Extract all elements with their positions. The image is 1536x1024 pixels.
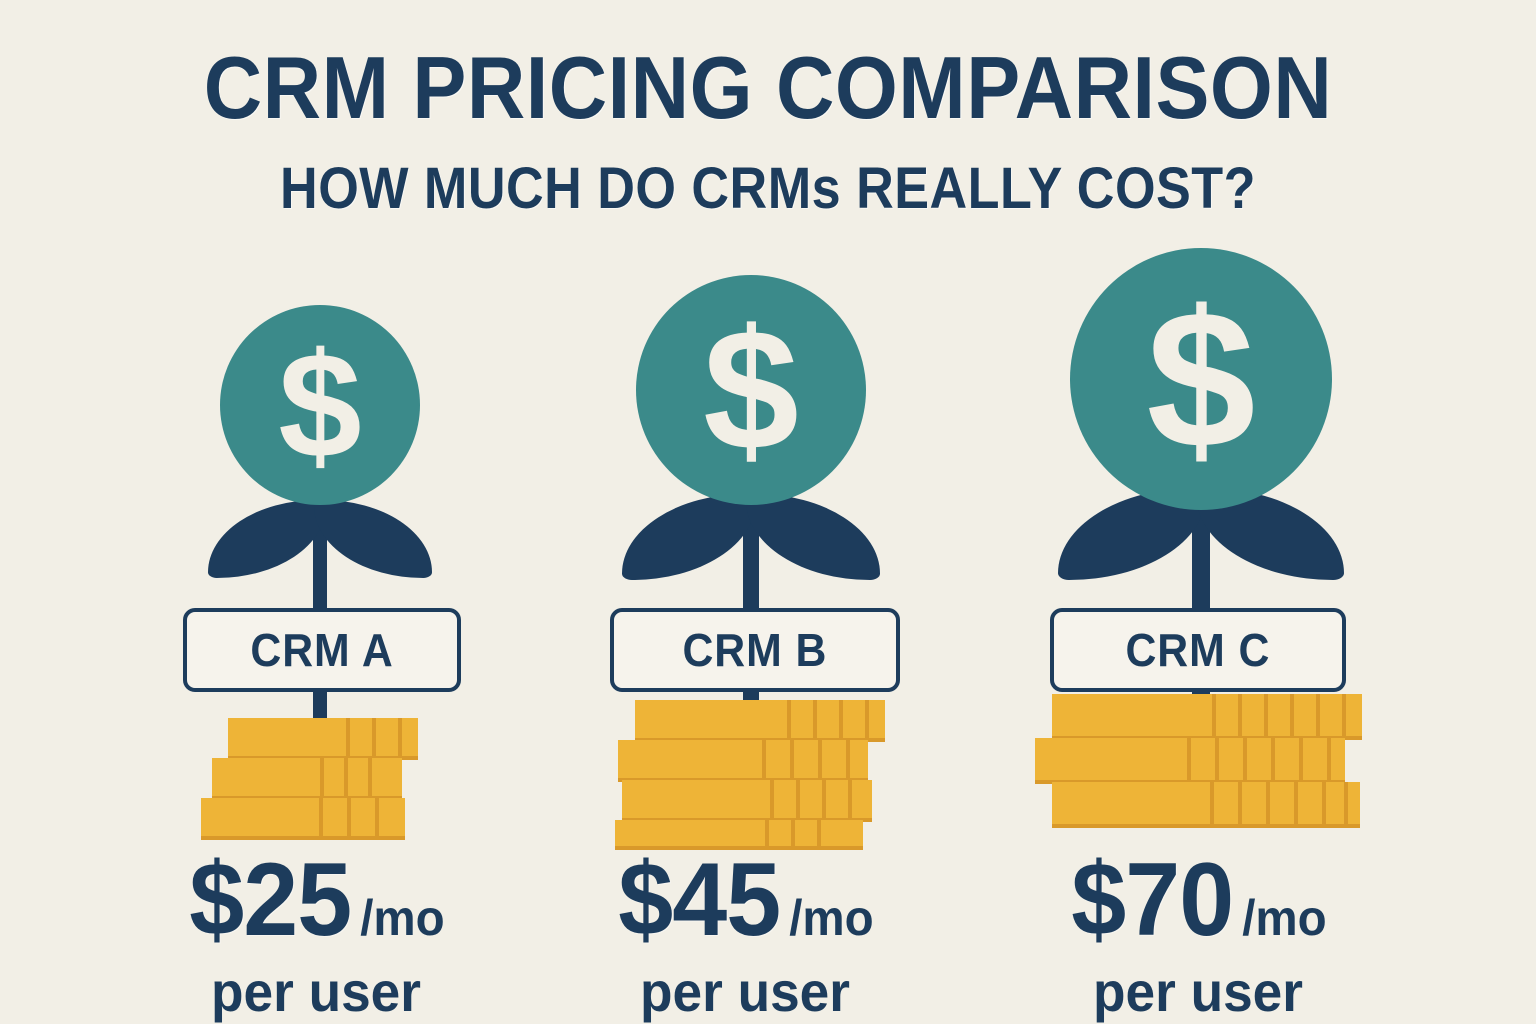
- coin-segment: [822, 780, 848, 818]
- coin-segment: [813, 700, 839, 738]
- coin-segment: [1210, 782, 1238, 824]
- price-sub-crm-c: per user: [1093, 960, 1303, 1023]
- coin-segment: [848, 780, 872, 818]
- dollar-glyph-c: $: [1146, 269, 1256, 489]
- label-text-crm-a: CRM A: [250, 624, 394, 676]
- price-per-crm-b: /mo: [789, 890, 874, 946]
- coin-segment: [1344, 782, 1360, 824]
- coin-segment: [1299, 738, 1327, 780]
- coin-stack-icon-c: [880, 0, 1536, 1024]
- dollar-sign-icon-b: $: [636, 275, 866, 505]
- coin-segment: [1215, 738, 1243, 780]
- coin-bar: [1035, 738, 1345, 784]
- dollar-glyph-a: $: [278, 320, 362, 489]
- coin-segment: [1290, 694, 1316, 736]
- coin-segment: [846, 740, 868, 778]
- label-box-crm-b[interactable]: CRM B: [610, 608, 900, 692]
- coin-bar: [1052, 694, 1362, 740]
- coin-stack-icon-a: [0, 0, 512, 1024]
- coin-segment: [865, 700, 885, 738]
- price-block-crm-a: $25/mo per user: [56, 848, 576, 1020]
- coin-segment: [1294, 782, 1322, 824]
- price-per-crm-a: /mo: [360, 890, 445, 946]
- page-subtitle: HOW MUCH DO CRMs REALLY COST?: [280, 156, 1256, 221]
- coin-bar: [622, 780, 872, 822]
- coin-segment: [319, 798, 347, 836]
- coin-segment: [344, 758, 368, 796]
- dollar-sign-icon-a: $: [220, 305, 420, 505]
- coin-segment: [1342, 694, 1362, 736]
- coin-segment: [1266, 782, 1294, 824]
- coin-bar: [201, 798, 405, 840]
- coin-segment: [791, 820, 817, 846]
- price-sub-crm-b: per user: [640, 960, 850, 1023]
- coin-segment: [1243, 738, 1271, 780]
- coin-segment: [762, 740, 790, 778]
- price-per-crm-c: /mo: [1242, 890, 1327, 946]
- coin-segment: [320, 758, 344, 796]
- coin-stack-icon-b: [430, 0, 1070, 1024]
- coin-segment: [1264, 694, 1290, 736]
- coin-segment: [1212, 694, 1238, 736]
- price-amount-crm-b: $45: [618, 842, 782, 958]
- price-sub-crm-a: per user: [211, 960, 421, 1023]
- coin-segment: [787, 700, 813, 738]
- price-line-c: $70/mo: [938, 848, 1458, 952]
- coin-segment: [1238, 782, 1266, 824]
- coin-segment: [765, 820, 791, 846]
- coin-bar: [618, 740, 868, 782]
- coin-bar: [615, 820, 863, 850]
- price-block-crm-c: $70/mo per user: [938, 848, 1458, 1020]
- coin-segment: [1327, 738, 1345, 780]
- coin-segment: [839, 700, 865, 738]
- coin-segment: [1187, 738, 1215, 780]
- column-crm-c: $ CRM C: [880, 0, 1536, 1024]
- coin-segment: [398, 718, 418, 756]
- label-text-crm-b: CRM B: [682, 624, 828, 676]
- coin-segment: [790, 740, 818, 778]
- coin-segment: [1322, 782, 1344, 824]
- price-amount-crm-a: $25: [189, 842, 353, 958]
- column-crm-b: $ CRM B: [430, 0, 1070, 1024]
- coin-segment: [818, 740, 846, 778]
- coin-bar: [212, 758, 402, 800]
- page-title: CRM PRICING COMPARISON: [203, 38, 1333, 137]
- coin-segment: [372, 718, 398, 756]
- price-block-crm-b: $45/mo per user: [485, 848, 1005, 1020]
- price-line-b: $45/mo: [485, 848, 1005, 952]
- coin-segment: [1238, 694, 1264, 736]
- coin-bar: [635, 700, 885, 742]
- coin-bar: [228, 718, 418, 760]
- column-crm-a: $ CRM A: [0, 0, 512, 1024]
- coin-segment: [796, 780, 822, 818]
- header-block: CRM PRICING COMPARISON HOW MUCH DO CRMs …: [0, 44, 1536, 218]
- coin-bar: [1052, 782, 1360, 828]
- coin-segment: [817, 820, 843, 846]
- coin-segment: [770, 780, 796, 818]
- coin-segment: [1316, 694, 1342, 736]
- coin-segment: [1271, 738, 1299, 780]
- label-box-crm-c[interactable]: CRM C: [1050, 608, 1346, 692]
- coin-segment: [375, 798, 405, 836]
- price-line-a: $25/mo: [56, 848, 576, 952]
- label-box-crm-a[interactable]: CRM A: [183, 608, 461, 692]
- coin-segment: [368, 758, 402, 796]
- dollar-sign-icon-c: $: [1070, 248, 1332, 510]
- coin-segment: [347, 798, 375, 836]
- dollar-glyph-b: $: [703, 294, 799, 486]
- coin-segment: [346, 718, 372, 756]
- label-text-crm-c: CRM C: [1125, 624, 1271, 676]
- price-amount-crm-c: $70: [1071, 842, 1235, 958]
